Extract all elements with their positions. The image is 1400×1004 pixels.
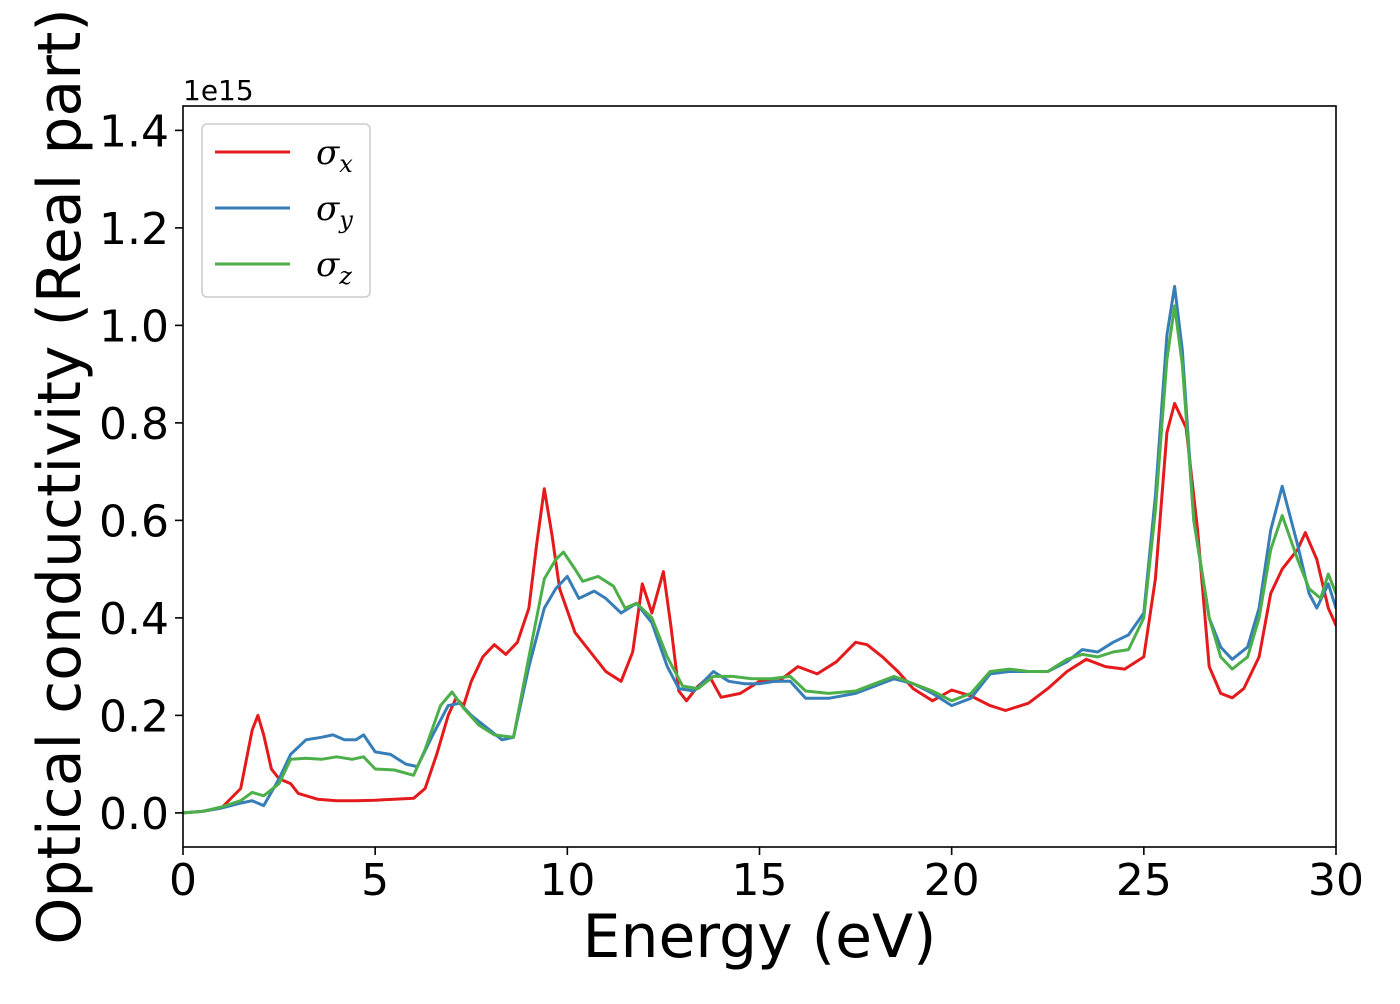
legend-symbol: σ	[316, 245, 340, 285]
series-line-z	[183, 304, 1336, 815]
series-line-y	[183, 284, 1336, 815]
x-tick-label: 25	[1116, 855, 1172, 906]
y-tick-label: 0.6	[99, 496, 169, 547]
y-tick-label: 0.4	[99, 594, 169, 645]
x-tick-label: 15	[732, 855, 788, 906]
y-offset-label: 1e15	[183, 74, 254, 107]
x-tick-label: 20	[924, 855, 980, 906]
legend-label-y: σy	[316, 189, 353, 234]
x-axis-title: Energy (eV)	[583, 902, 937, 972]
y-tick-label: 1.2	[99, 204, 169, 255]
y-axis-title: Optical conductivity (Real part)	[25, 8, 95, 945]
y-tick-label: 1.4	[99, 106, 169, 157]
series-layer	[183, 284, 1336, 815]
x-axis: 0 5 10 15 20 25 30	[169, 847, 1364, 906]
x-tick-label: 10	[539, 855, 595, 906]
y-tick-label: 0.0	[99, 789, 169, 840]
legend-symbol: σ	[316, 133, 340, 173]
legend-subscript: x	[339, 150, 353, 178]
x-tick-label: 0	[169, 855, 197, 906]
legend-label-x: σx	[316, 133, 353, 178]
series-line-x	[183, 401, 1336, 815]
x-tick-label: 30	[1308, 855, 1364, 906]
legend-subscript: z	[338, 262, 352, 290]
y-tick-label: 1.0	[99, 301, 169, 352]
y-axis: 0.0 0.2 0.4 0.6 0.8 1.0 1.2 1.4	[99, 106, 183, 840]
x-tick-label: 5	[361, 855, 389, 906]
legend-subscript: y	[338, 206, 353, 234]
y-tick-label: 0.2	[99, 691, 169, 742]
legend-box	[201, 123, 371, 298]
y-tick-label: 0.8	[99, 399, 169, 450]
legend-label-z: σz	[316, 245, 352, 290]
legend-symbol: σ	[316, 189, 340, 229]
